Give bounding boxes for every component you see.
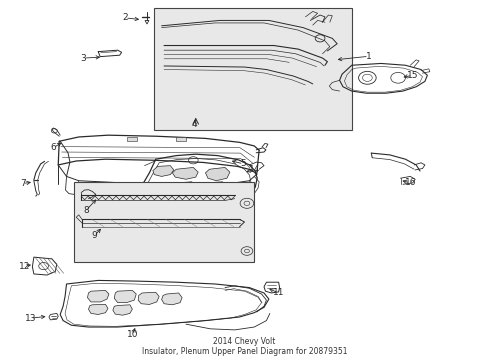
Polygon shape	[172, 167, 198, 179]
Text: 4: 4	[192, 120, 197, 129]
Text: 8: 8	[83, 206, 89, 215]
Text: 11: 11	[272, 288, 284, 297]
Polygon shape	[176, 136, 185, 140]
Text: 5: 5	[240, 159, 246, 168]
Polygon shape	[161, 293, 182, 305]
Text: 9: 9	[91, 231, 97, 240]
Polygon shape	[113, 305, 132, 315]
Text: 16: 16	[404, 178, 415, 187]
Polygon shape	[205, 167, 229, 181]
Polygon shape	[127, 136, 137, 140]
Polygon shape	[172, 182, 195, 194]
Text: 14: 14	[248, 165, 260, 174]
Text: 1: 1	[365, 52, 371, 61]
Text: 7: 7	[20, 179, 25, 188]
Polygon shape	[114, 291, 136, 303]
Text: 15: 15	[406, 71, 418, 80]
Text: 6: 6	[50, 143, 56, 152]
Polygon shape	[203, 182, 227, 195]
FancyBboxPatch shape	[74, 182, 254, 262]
Polygon shape	[138, 292, 159, 305]
Polygon shape	[87, 291, 109, 302]
Polygon shape	[88, 305, 108, 315]
Text: 10: 10	[126, 330, 138, 339]
Text: 13: 13	[25, 314, 37, 323]
FancyBboxPatch shape	[154, 8, 351, 130]
Text: 3: 3	[81, 54, 86, 63]
Text: 12: 12	[20, 262, 31, 271]
Text: 2014 Chevy Volt
Insulator, Plenum Upper Panel Diagram for 20879351: 2014 Chevy Volt Insulator, Plenum Upper …	[142, 337, 346, 356]
Text: 2: 2	[122, 13, 127, 22]
Polygon shape	[153, 166, 173, 176]
